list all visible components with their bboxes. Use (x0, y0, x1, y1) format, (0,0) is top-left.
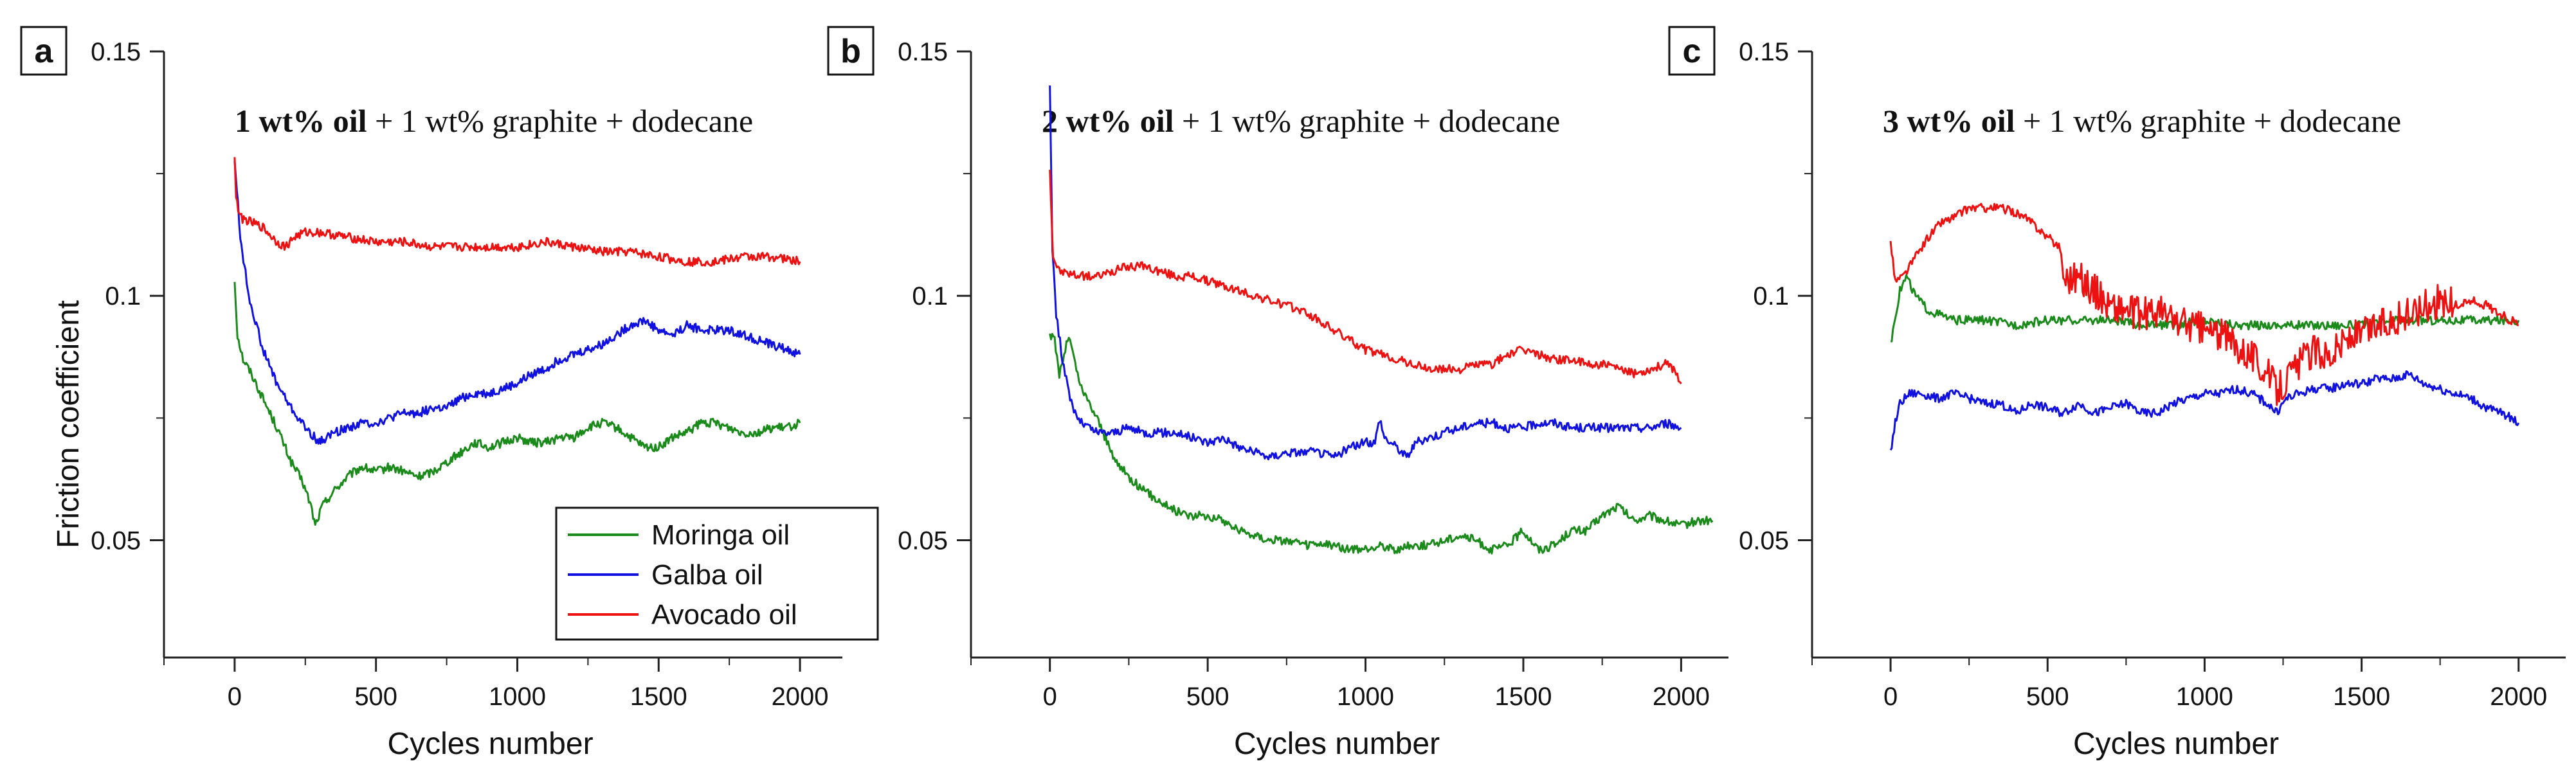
panel-title-bold: 1 wt% oil (235, 103, 367, 139)
y-tick-label: 0.05 (91, 526, 141, 555)
legend-label-galba: Galba oil (651, 559, 763, 591)
panel-letter: a (35, 33, 54, 70)
x-axis-title: Cycles number (387, 727, 593, 761)
series-avocado-line (233, 157, 801, 267)
series-galba-line (1049, 85, 1682, 461)
panel-title: 2 wt% oil + 1 wt% graphite + dodecane (1042, 103, 1560, 139)
x-axis-title: Cycles number (1234, 727, 1440, 761)
x-tick-label: 500 (2026, 683, 2069, 711)
x-tick-label: 500 (1186, 683, 1229, 711)
x-tick-label: 1000 (1337, 683, 1394, 711)
y-axis-title: Friction coefficient (51, 300, 86, 548)
y-tick-label: 0.15 (1739, 38, 1789, 66)
y-tick-label: 0.1 (1753, 282, 1789, 310)
series-avocado-line (1049, 170, 1682, 384)
x-tick-label: 1000 (2176, 683, 2233, 711)
x-tick-label: 500 (354, 683, 397, 711)
series-moringa-line (1049, 333, 1714, 555)
legend-label-moringa: Moringa oil (651, 519, 790, 551)
panel-letter: c (1683, 33, 1701, 70)
panel-title-rest: + 1 wt% graphite + dodecane (2015, 103, 2402, 139)
panel-title: 3 wt% oil + 1 wt% graphite + dodecane (1883, 103, 2401, 139)
y-tick-label: 0.1 (105, 282, 141, 310)
x-tick-label: 0 (1043, 683, 1057, 711)
panel-title-bold: 3 wt% oil (1883, 103, 2015, 139)
panel-title-rest: + 1 wt% graphite + dodecane (1174, 103, 1561, 139)
series-galba-line (233, 161, 801, 445)
x-axis-title: Cycles number (2073, 727, 2279, 761)
x-tick-label: 2000 (2490, 683, 2547, 711)
panel-title-bold: 2 wt% oil (1042, 103, 1174, 139)
x-tick-label: 2000 (1653, 683, 1710, 711)
panel-letter-box (827, 26, 875, 76)
y-tick-label: 0.05 (898, 526, 948, 555)
y-tick-label: 0.15 (91, 38, 141, 66)
panel-b: 0.05 0.1 0.15 0 500 1000 1500 2000 Cycles number… (827, 26, 1728, 761)
panels-group: 0.05 0.1 0.15 0 500 1000 1500 2000 Cycles number… (20, 26, 2566, 761)
panel-title: 1 wt% oil + 1 wt% graphite + dodecane (235, 103, 753, 139)
x-tick-label: 1000 (489, 683, 546, 711)
panel-letter-box (20, 26, 68, 76)
panel-letter-box (1668, 26, 1716, 76)
x-tick-label: 2000 (772, 683, 829, 711)
legend-label-avocado: Avocado oil (651, 599, 797, 631)
y-tick-label: 0.1 (912, 282, 948, 310)
series-galba-line (1889, 370, 2520, 451)
panel-letter: b (840, 33, 861, 70)
panel-title-rest: + 1 wt% graphite + dodecane (367, 103, 754, 139)
x-tick-label: 1500 (2333, 683, 2390, 711)
panel-a: 0.05 0.1 0.15 0 500 1000 1500 2000 Cycles number… (20, 26, 879, 761)
x-tick-label: 1500 (1494, 683, 1552, 711)
y-tick-label: 0.15 (898, 38, 948, 66)
x-tick-label: 0 (228, 683, 242, 711)
series-moringa-line (233, 282, 801, 526)
x-tick-label: 1500 (630, 683, 687, 711)
y-tick-label: 0.05 (1739, 526, 1789, 555)
legend: Moringa oil Galba oil Avocado oil (555, 506, 879, 641)
panel-c: 0.05 0.1 0.15 0 500 1000 1500 2000 Cycles number… (1668, 26, 2566, 761)
series-avocado-line (1889, 202, 2519, 406)
x-tick-label: 0 (1883, 683, 1898, 711)
